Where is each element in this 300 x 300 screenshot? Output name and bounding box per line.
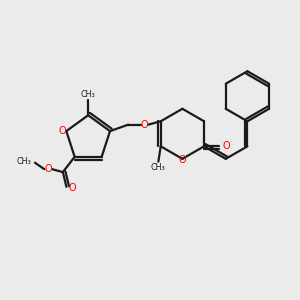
Text: CH₃: CH₃: [151, 163, 166, 172]
Text: O: O: [68, 183, 76, 193]
Text: O: O: [44, 164, 52, 174]
Text: O: O: [141, 120, 148, 130]
Text: O: O: [59, 126, 67, 136]
Text: O: O: [222, 141, 230, 151]
Text: CH₃: CH₃: [81, 90, 95, 99]
Text: CH₃: CH₃: [16, 157, 31, 166]
Text: O: O: [178, 155, 186, 165]
